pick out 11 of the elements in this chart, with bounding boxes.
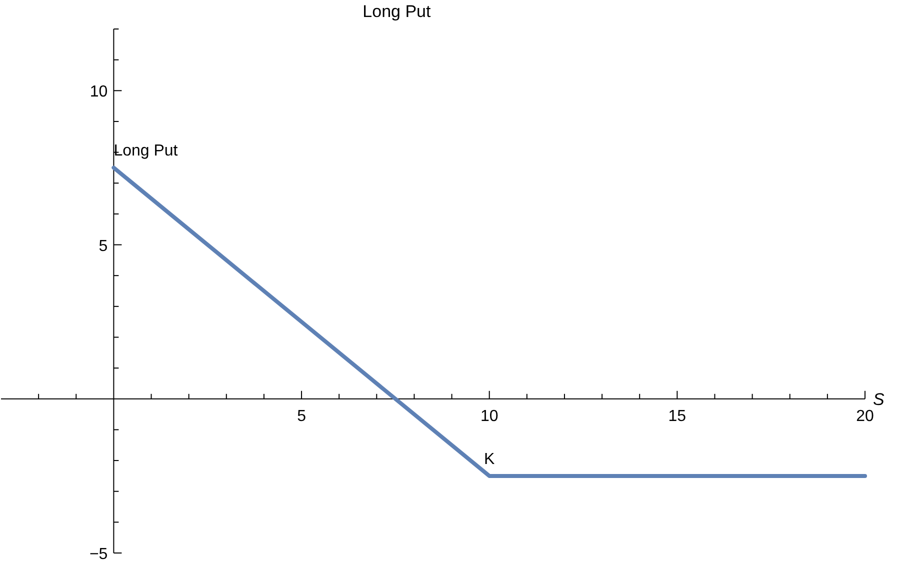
x-tick-label: 5	[297, 408, 306, 425]
x-axis-title: S	[873, 390, 885, 409]
annotation: Long Put	[114, 142, 178, 160]
y-tick-label: 5	[98, 238, 108, 255]
annotation: K	[484, 450, 496, 468]
x-tick-label: 15	[668, 408, 686, 425]
y-tick-label: −5	[89, 546, 108, 563]
chart-title: Long Put	[362, 2, 431, 21]
x-tick-label: 10	[480, 408, 498, 425]
x-tick-label: 20	[856, 408, 874, 425]
y-tick-label: 10	[90, 84, 108, 101]
